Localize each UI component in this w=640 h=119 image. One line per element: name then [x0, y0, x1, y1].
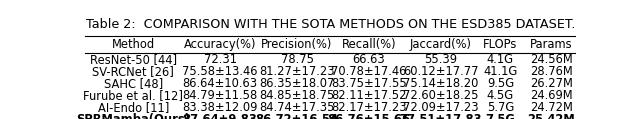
- Text: 86.72±16.54: 86.72±16.54: [255, 113, 339, 119]
- Text: FLOPs: FLOPs: [483, 38, 518, 51]
- Text: 4.5G: 4.5G: [487, 89, 514, 102]
- Text: Precision(%): Precision(%): [261, 38, 333, 51]
- Text: Recall(%): Recall(%): [342, 38, 396, 51]
- Text: 84.74±17.35: 84.74±17.35: [259, 101, 335, 114]
- Text: 83.38±12.09: 83.38±12.09: [182, 101, 258, 114]
- Text: 86.76±15.66: 86.76±15.66: [327, 113, 410, 119]
- Text: 81.27±17.23: 81.27±17.23: [259, 65, 335, 78]
- Text: 28.76M: 28.76M: [530, 65, 573, 78]
- Text: Params: Params: [530, 38, 573, 51]
- Text: 84.79±11.58: 84.79±11.58: [182, 89, 258, 102]
- Text: SV-RCNet [26]: SV-RCNet [26]: [92, 65, 174, 78]
- Text: 75.58±13.46: 75.58±13.46: [182, 65, 258, 78]
- Text: 82.17±17.23: 82.17±17.23: [331, 101, 407, 114]
- Text: 24.56M: 24.56M: [530, 53, 573, 66]
- Text: 41.1G: 41.1G: [483, 65, 518, 78]
- Text: 72.31: 72.31: [204, 53, 237, 66]
- Text: 60.12±17.77: 60.12±17.77: [403, 65, 479, 78]
- Text: ResNet-50 [44]: ResNet-50 [44]: [90, 53, 177, 66]
- Text: 24.72M: 24.72M: [530, 101, 573, 114]
- Text: 78.75: 78.75: [280, 53, 314, 66]
- Text: 24.69M: 24.69M: [530, 89, 573, 102]
- Text: 5.7G: 5.7G: [487, 101, 514, 114]
- Text: 83.75±17.55: 83.75±17.55: [331, 77, 407, 90]
- Text: 4.1G: 4.1G: [487, 53, 514, 66]
- Text: 70.78±17.46: 70.78±17.46: [332, 65, 406, 78]
- Text: 25.42M: 25.42M: [527, 113, 575, 119]
- Text: 26.27M: 26.27M: [530, 77, 573, 90]
- Text: 72.09±17.23: 72.09±17.23: [403, 101, 479, 114]
- Text: Method: Method: [112, 38, 155, 51]
- Text: AI-Endo [11]: AI-Endo [11]: [98, 101, 169, 114]
- Text: 82.11±17.52: 82.11±17.52: [331, 89, 406, 102]
- Text: 86.64±10.63: 86.64±10.63: [182, 77, 258, 90]
- Text: Table 2:  COMPARISON WITH THE SOTA METHODS ON THE ESD385 DATASET.: Table 2: COMPARISON WITH THE SOTA METHOD…: [86, 18, 575, 31]
- Text: 7.5G: 7.5G: [485, 113, 515, 119]
- Text: Furube et al. [12]: Furube et al. [12]: [83, 89, 183, 102]
- Text: Jaccard(%): Jaccard(%): [410, 38, 472, 51]
- Text: 72.60±18.25: 72.60±18.25: [403, 89, 479, 102]
- Text: 86.35±18.07: 86.35±18.07: [259, 77, 335, 90]
- Text: 87.64±9.83: 87.64±9.83: [182, 113, 257, 119]
- Text: SPRMamba(Ours): SPRMamba(Ours): [76, 113, 190, 119]
- Text: Accuracy(%): Accuracy(%): [184, 38, 257, 51]
- Text: 66.63: 66.63: [353, 53, 385, 66]
- Text: 9.5G: 9.5G: [487, 77, 514, 90]
- Text: SAHC [48]: SAHC [48]: [104, 77, 163, 90]
- Text: 77.51±17.83: 77.51±17.83: [399, 113, 482, 119]
- Text: 55.39: 55.39: [424, 53, 458, 66]
- Text: 75.14±18.20: 75.14±18.20: [403, 77, 479, 90]
- Text: 84.85±18.75: 84.85±18.75: [259, 89, 335, 102]
